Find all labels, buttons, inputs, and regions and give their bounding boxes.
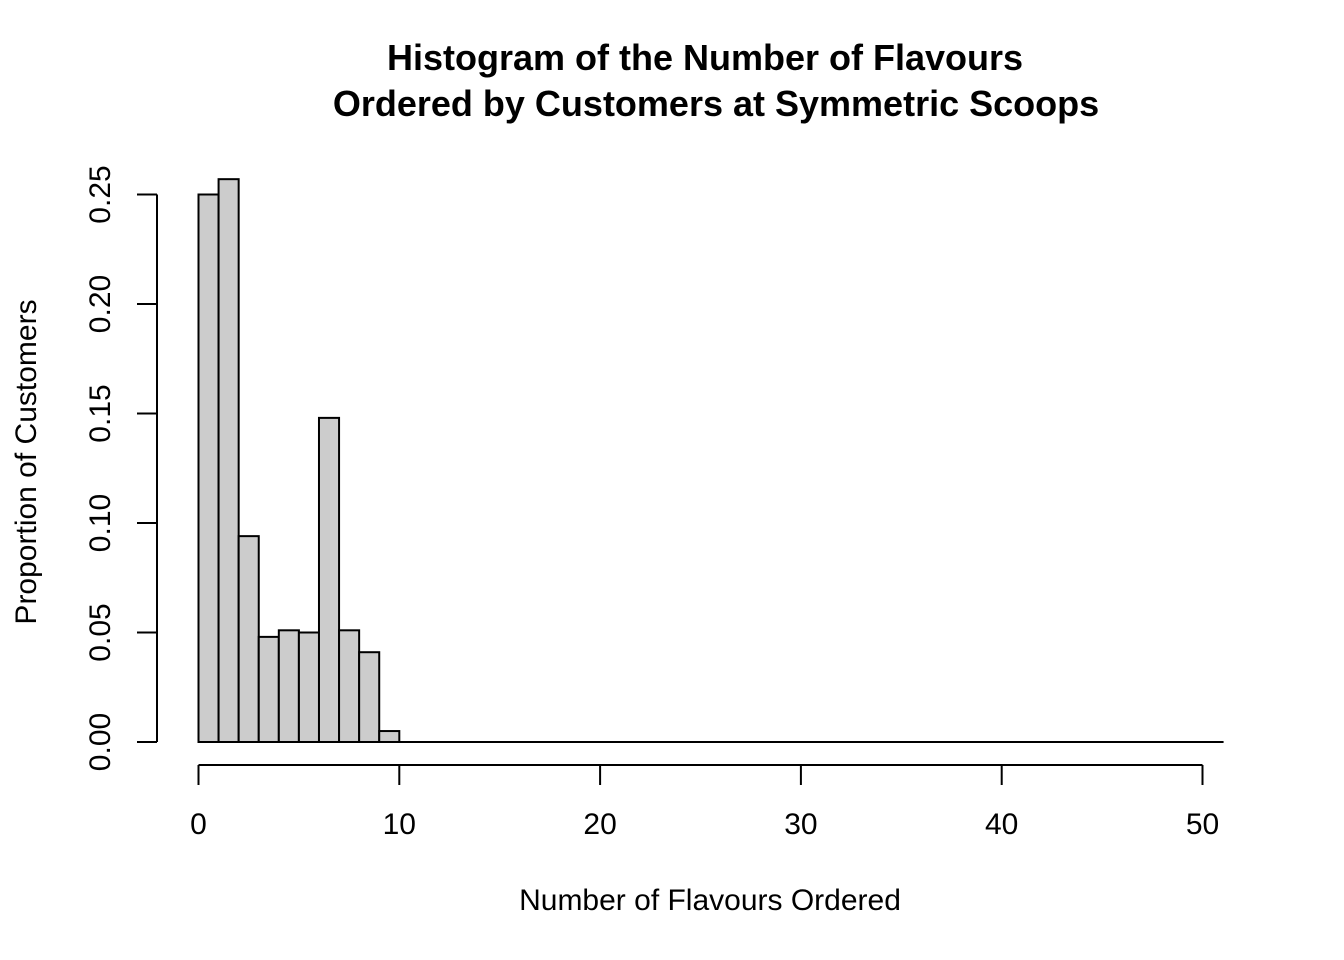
x-tick-label: 40 [985,808,1018,841]
x-tick-label: 10 [383,808,416,841]
histogram-bar [257,635,280,744]
histogram-bar [237,535,260,744]
y-tick-label: 0.05 [84,603,117,661]
histogram-bar [338,629,361,743]
histogram-bars [197,178,1224,744]
histogram-bar [217,178,240,744]
histogram-bar [297,631,320,743]
y-axis: 0.00 0.05 0.10 0.15 0.20 0.25 [84,165,158,771]
y-tick-label: 0.10 [84,494,117,552]
x-tick-label: 30 [784,808,817,841]
histogram-bar [358,651,381,744]
histogram-bar [378,730,401,743]
x-tick-label: 20 [583,808,616,841]
y-axis-label: Proportion of Customers [10,299,43,624]
x-axis: 0 10 20 30 40 50 [190,764,1219,841]
y-tick-label: 0.25 [84,165,117,223]
x-axis-label: Number of Flavours Ordered [519,884,901,917]
x-tick-label: 50 [1186,808,1219,841]
y-tick-label: 0.00 [84,713,117,771]
histogram-bar [317,416,341,743]
x-tick-label: 0 [190,808,207,841]
histogram-bar [197,193,220,743]
y-tick-label: 0.20 [84,275,117,333]
chart-title: Histogram of the Number of Flavours Orde… [333,37,1099,124]
histogram-bar [277,629,300,743]
chart-title-line-2: Ordered by Customers at Symmetric Scoops [333,83,1099,124]
y-tick-label: 0.15 [84,384,117,442]
chart-title-line-1: Histogram of the Number of Flavours [387,37,1023,78]
